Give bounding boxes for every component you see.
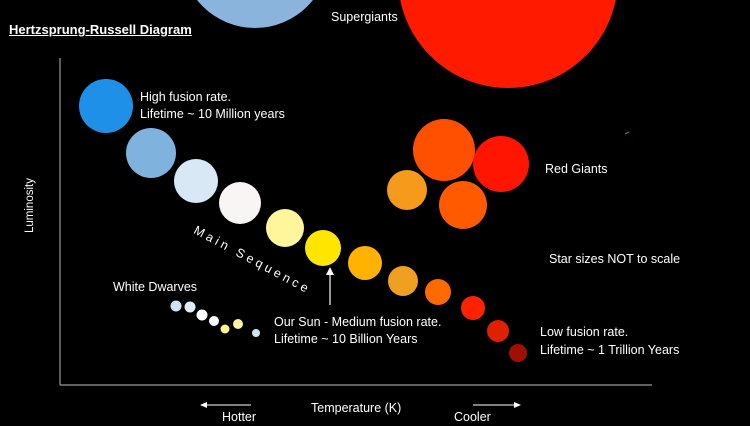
stars-layer [79, 0, 616, 362]
main-sequence-star [219, 182, 261, 224]
red-giants-star [387, 170, 427, 210]
white-dwarves-star [233, 319, 243, 329]
high-fusion-line2: Lifetime ~ 10 Million years [140, 107, 285, 121]
star-sizes-note: Star sizes NOT to scale [549, 252, 681, 266]
red-giants-star [473, 136, 529, 192]
red-giants-star [413, 119, 475, 181]
hotter-label: Hotter [222, 410, 257, 424]
white-dwarves-star [184, 301, 196, 313]
high-fusion-line1: High fusion rate. [140, 90, 232, 104]
main-sequence-star [79, 79, 133, 133]
white-dwarves-label: White Dwarves [113, 280, 198, 294]
low-fusion-line2: Lifetime ~ 1 Trillion Years [540, 343, 680, 357]
y-axis-label: Luminosity [24, 178, 36, 233]
white-dwarves-star [252, 329, 260, 337]
white-dwarves-star [196, 309, 208, 321]
main-sequence-star [509, 344, 527, 362]
main-sequence-star [487, 320, 509, 342]
diagram-title: Hertzsprung-Russell Diagram [9, 22, 192, 37]
cooler-arrow-icon [473, 402, 521, 408]
white-dwarves-star [170, 300, 182, 312]
red-giants-label: Red Giants [545, 162, 608, 176]
main-sequence-star [126, 128, 176, 178]
main-sequence-star [425, 279, 451, 305]
supergiants-label: Supergiants [331, 10, 398, 24]
green-mark-icon [624, 131, 630, 135]
our-sun-line1: Our Sun - Medium fusion rate. [274, 315, 442, 329]
sun-pointer-arrow-icon [326, 267, 334, 305]
white-dwarves-star [220, 324, 230, 334]
supergiants-star [197, 0, 313, 28]
supergiants-star [400, 0, 616, 88]
x-axis-label: Temperature (K) [311, 401, 402, 415]
cooler-label: Cooler [454, 410, 491, 424]
hotter-arrow-icon [200, 402, 251, 408]
our-sun-line2: Lifetime ~ 10 Billion Years [274, 332, 418, 346]
main-sequence-star [388, 266, 418, 296]
main-sequence-star [174, 159, 218, 203]
red-giants-star [439, 181, 487, 229]
main-sequence-star [348, 246, 382, 280]
white-dwarves-star [209, 316, 219, 326]
low-fusion-line1: Low fusion rate. [540, 325, 629, 339]
main-sequence-star [266, 209, 304, 247]
main-sequence-star [461, 296, 485, 320]
main-sequence-star [305, 230, 341, 266]
